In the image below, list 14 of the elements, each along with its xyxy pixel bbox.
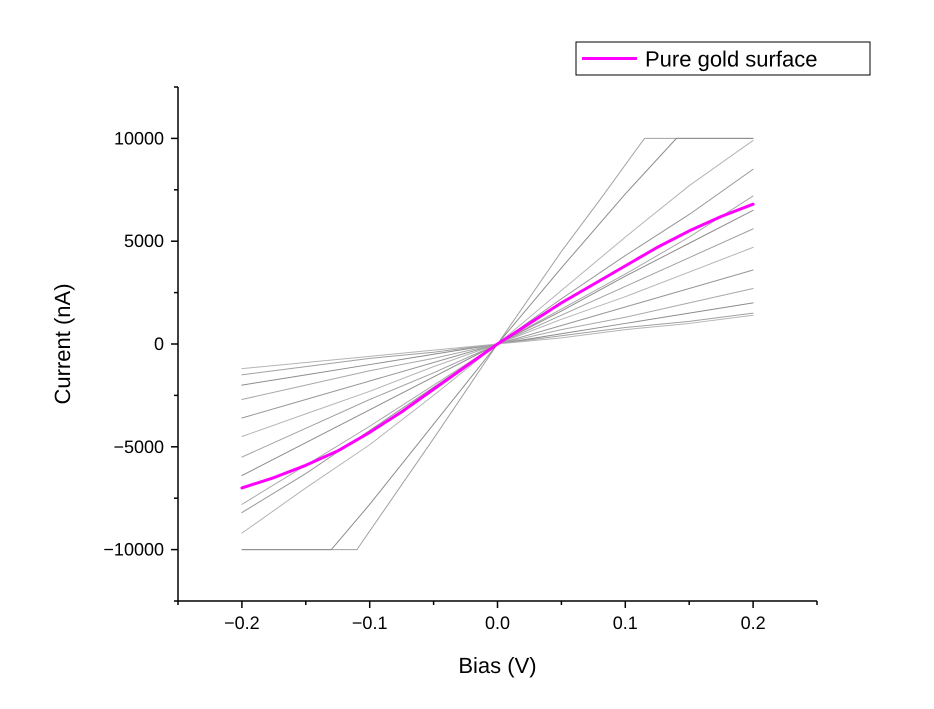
legend-label: Pure gold surface <box>645 46 818 72</box>
y-tick-label: −10000 <box>103 540 164 560</box>
y-tick-label: 0 <box>154 334 164 354</box>
line-series <box>241 246 754 438</box>
y-tick-label: −5000 <box>113 436 164 457</box>
y-axis-title: Current (nA) <box>50 283 75 405</box>
x-tick-label: 0.1 <box>612 613 638 633</box>
x-tick-label: 0.0 <box>484 613 510 633</box>
x-tick-label: 0.2 <box>740 613 766 633</box>
x-axis-title: Bias (V) <box>458 653 537 678</box>
x-tick-label: −0.1 <box>352 613 388 633</box>
y-tick-label: 10000 <box>114 128 164 148</box>
y-tick-label: 5000 <box>124 231 164 252</box>
x-tick-label: −0.2 <box>224 613 260 633</box>
